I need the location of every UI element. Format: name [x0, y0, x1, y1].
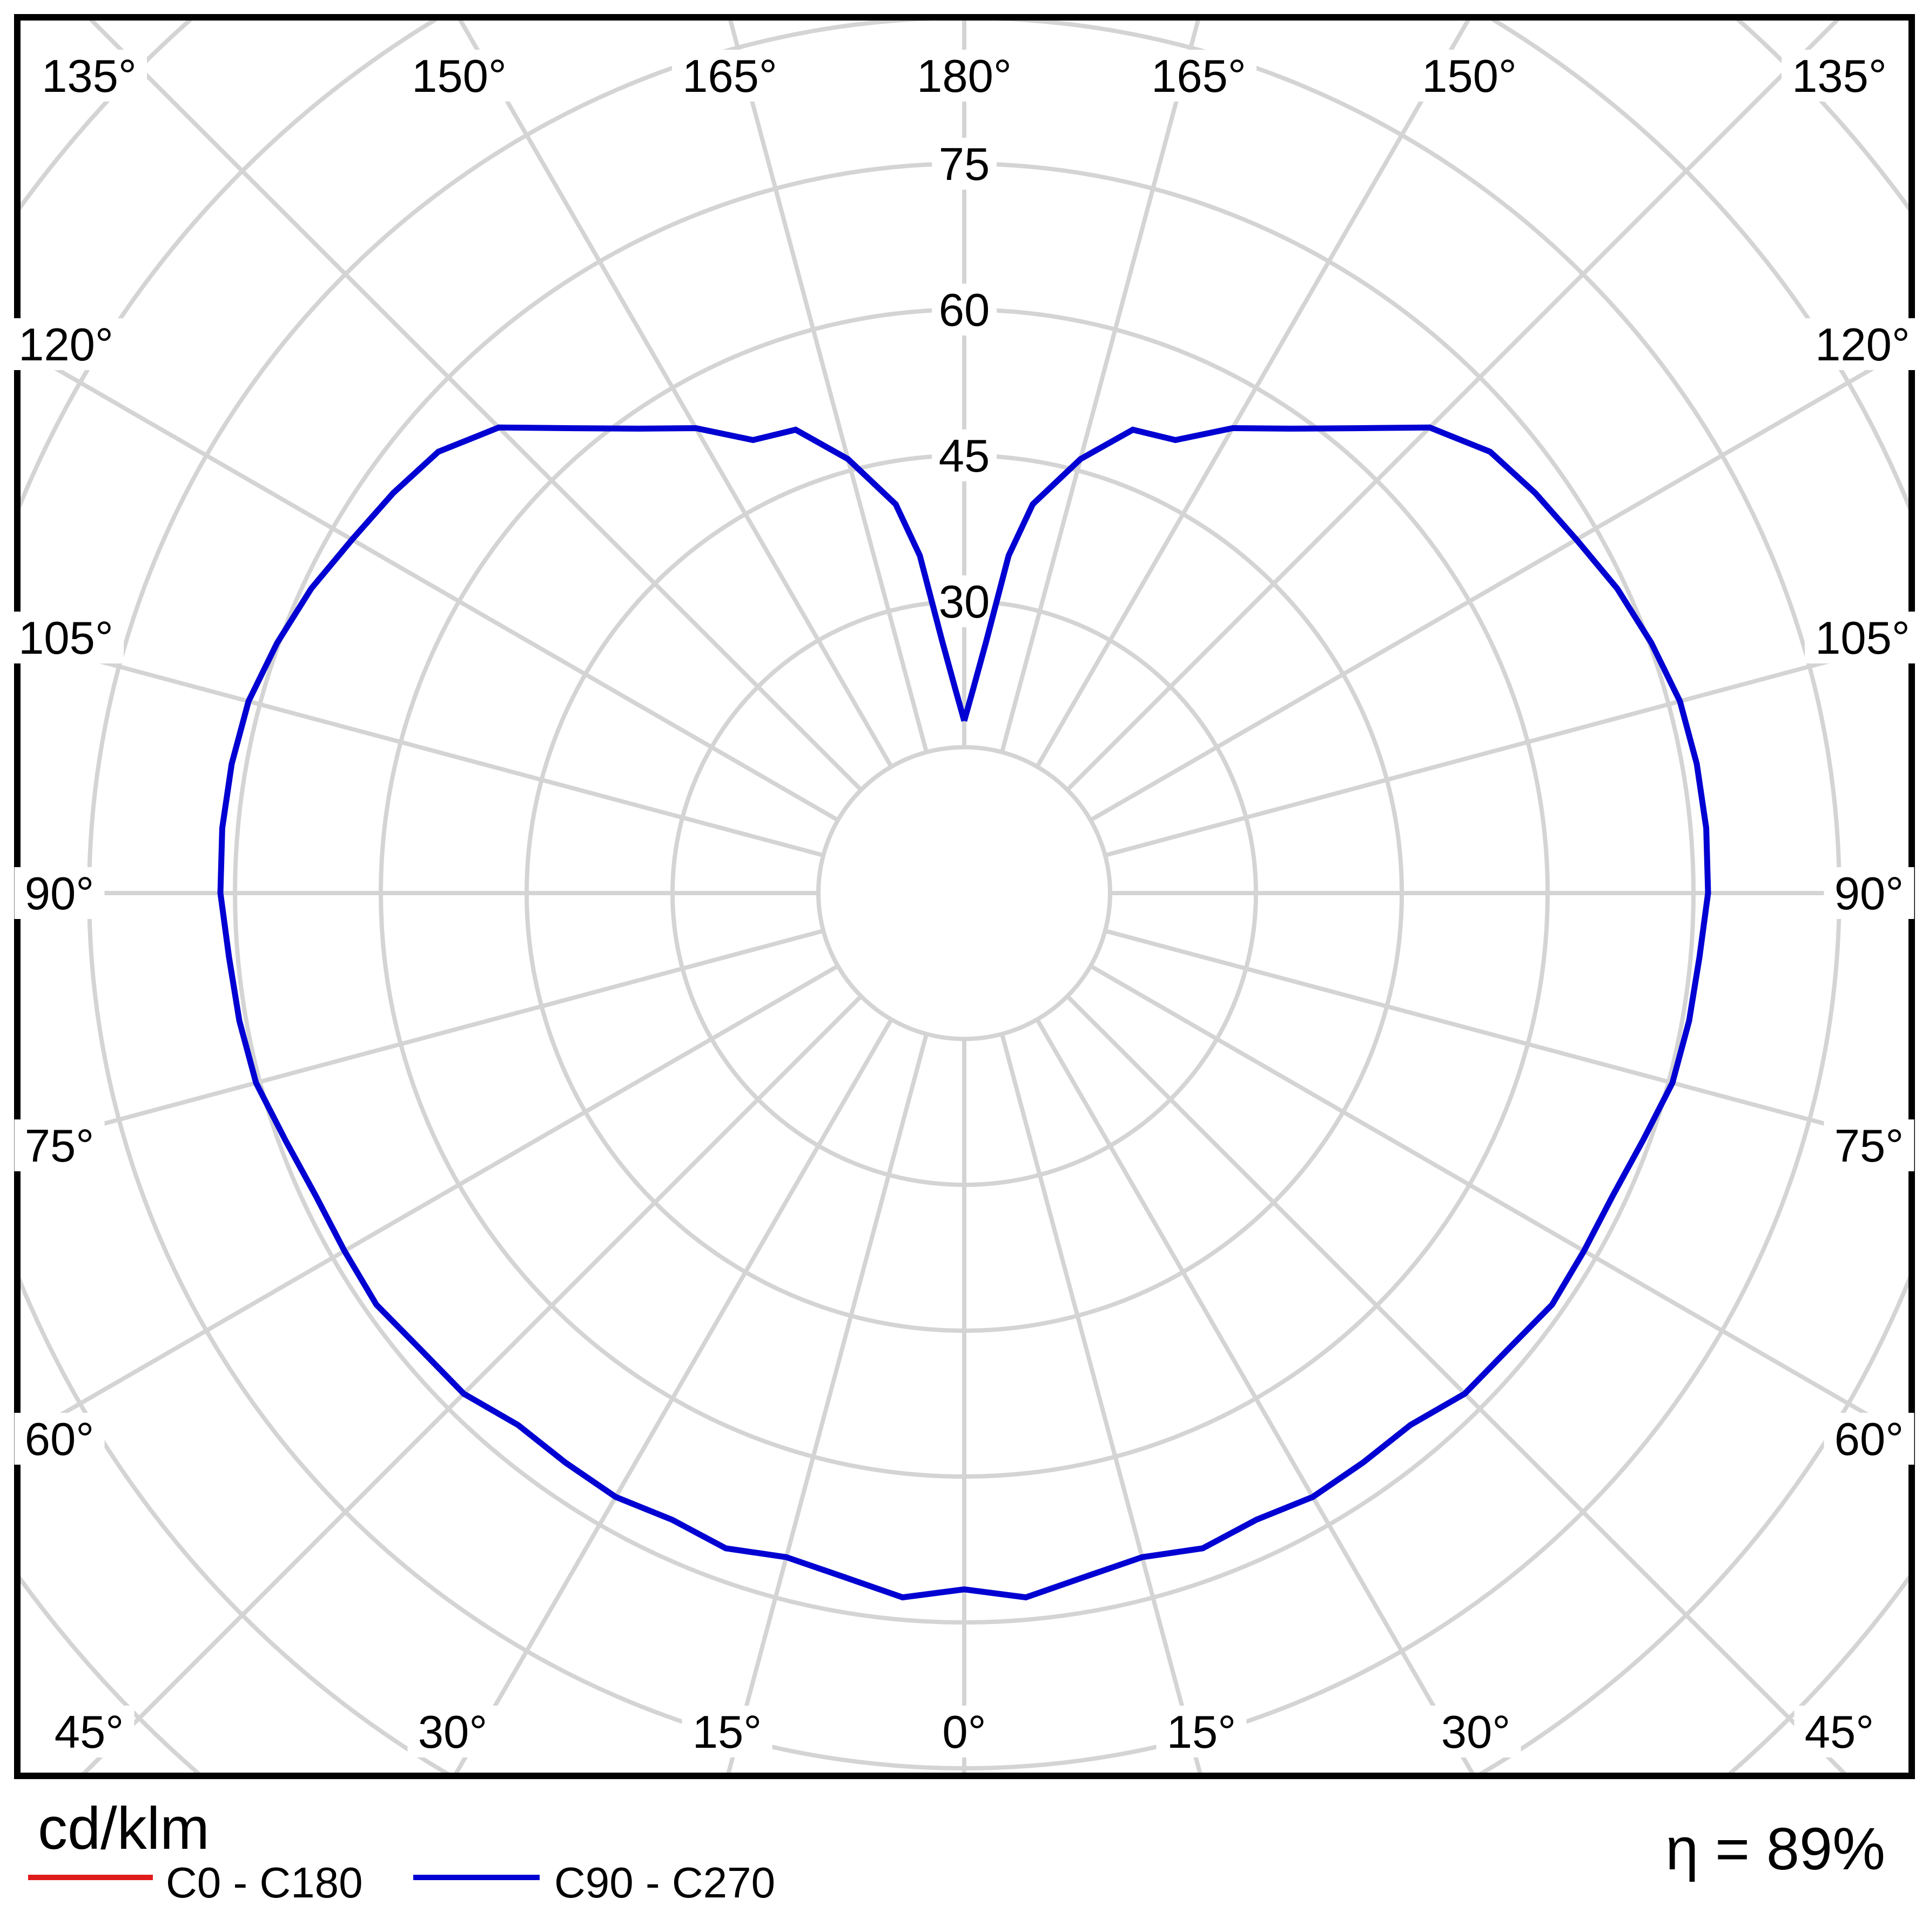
- grid-spoke-225: [89, 21, 863, 791]
- unit-label: cd/klm: [38, 1795, 210, 1862]
- angle-label-top-0-chip: [31, 50, 147, 102]
- grid-spoke-285: [21, 929, 824, 1149]
- angle-label-right-3-chip: [1824, 1119, 1914, 1171]
- angle-label-bottom-0: 45°: [55, 1707, 124, 1758]
- ring-label-30-chip: [932, 575, 997, 627]
- grid-spoke-30: [1035, 1018, 1475, 1773]
- angle-label-left-1: 105°: [18, 613, 113, 664]
- angle-label-right-0: 120°: [1815, 319, 1910, 371]
- angle-label-bottom-1-chip: [407, 1706, 498, 1757]
- angle-label-top-1: 150°: [412, 51, 507, 102]
- angle-label-bottom-2: 15°: [693, 1707, 762, 1758]
- angle-label-right-2-chip: [1824, 867, 1914, 919]
- grid-spoke-60: [1089, 964, 1908, 1441]
- ring-label-45-chip: [932, 430, 997, 481]
- grid-spoke-105: [1104, 638, 1908, 857]
- angle-label-left-0: 120°: [18, 319, 113, 371]
- angle-label-bottom-4: 15°: [1167, 1707, 1236, 1758]
- grid-spoke-300: [21, 964, 839, 1441]
- grid-spoke-75: [1104, 929, 1908, 1149]
- angle-label-bottom-1: 30°: [418, 1707, 488, 1758]
- angle-label-bottom-3: 0°: [942, 1707, 986, 1758]
- angle-label-top-2: 165°: [682, 51, 777, 102]
- grid-spoke-165: [1000, 21, 1200, 753]
- footer: cd/klm C0 - C180 C90 - C270 η = 89%: [28, 1795, 1885, 1907]
- angle-label-left-2-chip: [14, 867, 105, 919]
- grid-spoke-120: [1089, 345, 1908, 822]
- angle-label-right-1: 105°: [1815, 613, 1910, 664]
- angle-label-top-4: 165°: [1151, 51, 1246, 102]
- angle-label-bottom-5: 30°: [1441, 1707, 1511, 1758]
- angle-label-left-3: 75°: [25, 1121, 95, 1172]
- angle-label-bottom-4-chip: [1156, 1706, 1247, 1757]
- grid-spoke-150: [1035, 21, 1471, 768]
- ring-label-75-chip: [932, 138, 997, 190]
- legend-label-c90-c270: C90 - C270: [554, 1859, 775, 1907]
- grid-spoke-135: [1066, 21, 1840, 791]
- grid-spoke-195: [728, 21, 929, 753]
- curve-layer: [217, 424, 1711, 1601]
- angle-label-right-4: 60°: [1834, 1414, 1904, 1465]
- ring-label-30: 30: [939, 576, 990, 628]
- grid-spoke-330: [454, 1018, 893, 1773]
- angle-label-top-3-chip: [906, 50, 1022, 102]
- angle-label-left-0-chip: [8, 318, 124, 370]
- angle-label-right-4-chip: [1824, 1413, 1914, 1465]
- ring-label-60-chip: [932, 284, 997, 336]
- grid-spoke-45: [1066, 995, 1847, 1773]
- grid-spoke-345: [726, 1033, 929, 1773]
- angle-label-bottom-3-chip: [932, 1706, 997, 1757]
- angle-label-top-4-chip: [1141, 50, 1256, 102]
- efficiency-label: η = 89%: [1665, 1816, 1885, 1882]
- angle-label-top-2-chip: [672, 50, 788, 102]
- angle-label-left-4-chip: [14, 1413, 105, 1465]
- angle-label-left-3-chip: [14, 1119, 105, 1171]
- angle-label-left-2: 90°: [25, 868, 95, 920]
- ring-label-60: 60: [939, 285, 990, 336]
- angle-label-top-5-chip: [1412, 50, 1527, 102]
- angle-label-right-0-chip: [1805, 318, 1920, 370]
- angle-label-top-3: 180°: [917, 51, 1012, 102]
- angle-label-bottom-6-chip: [1794, 1706, 1885, 1757]
- angle-label-top-1-chip: [401, 50, 517, 102]
- axis-labels: 30 45 60 75 135° 150° 165° 180° 165° 150° 135° 120°…: [8, 50, 1920, 1758]
- legend-label-c0-c180: C0 - C180: [166, 1859, 363, 1907]
- angle-label-left-1-chip: [8, 612, 124, 663]
- grid-spoke-315: [82, 995, 863, 1773]
- ring-label-75: 75: [939, 139, 990, 190]
- angle-label-bottom-6: 45°: [1805, 1707, 1874, 1758]
- angle-label-right-3: 75°: [1834, 1121, 1904, 1172]
- grid-spoke-210: [458, 21, 893, 768]
- angle-label-right-2: 90°: [1834, 868, 1904, 920]
- angle-label-bottom-5-chip: [1430, 1706, 1521, 1757]
- grid-spoke-15: [1000, 1033, 1202, 1773]
- angle-label-right-1-chip: [1805, 612, 1920, 663]
- grid-spoke-255: [21, 638, 824, 857]
- angle-label-bottom-2-chip: [682, 1706, 772, 1757]
- angle-label-top-6: 135°: [1792, 51, 1887, 102]
- angle-label-left-4: 60°: [25, 1414, 95, 1465]
- grid-spoke-240: [21, 345, 839, 822]
- curve-c90-c270: [217, 424, 1711, 1601]
- angle-label-top-0: 135°: [42, 51, 137, 102]
- ring-label-45: 45: [939, 431, 990, 482]
- angle-label-bottom-0-chip: [44, 1706, 135, 1757]
- angle-label-top-6-chip: [1782, 50, 1897, 102]
- angle-label-top-5: 150°: [1422, 51, 1517, 102]
